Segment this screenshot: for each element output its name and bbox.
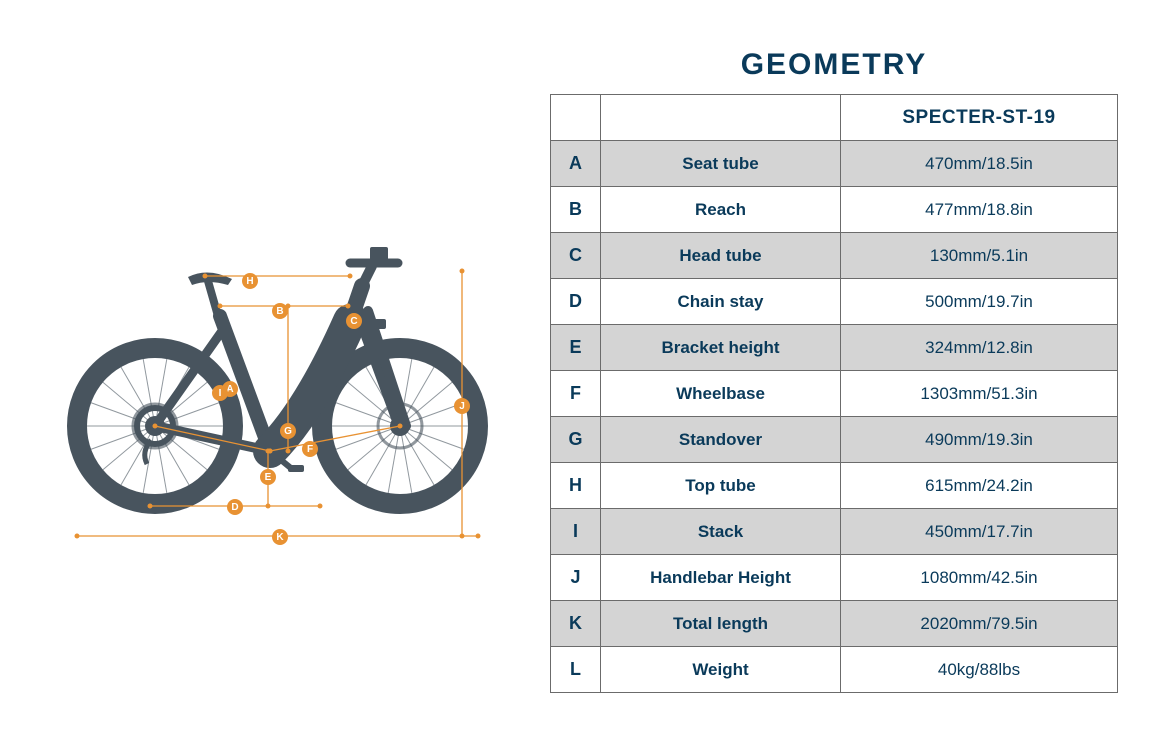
diagram-label-b: B (276, 306, 283, 317)
diagram-label-c: C (350, 316, 357, 327)
table-row: ASeat tube470mm/18.5in (551, 141, 1118, 187)
table-row: EBracket height324mm/12.8in (551, 325, 1118, 371)
diagram-label-d: D (231, 502, 238, 513)
row-letter: E (551, 325, 601, 371)
diagram-label-k: K (276, 532, 284, 543)
row-value: 2020mm/79.5in (841, 601, 1118, 647)
row-name: Standover (601, 417, 841, 463)
table-row: FWheelbase1303mm/51.3in (551, 371, 1118, 417)
row-value: 1080mm/42.5in (841, 555, 1118, 601)
row-name: Handlebar Height (601, 555, 841, 601)
row-name: Weight (601, 647, 841, 693)
col-name-header (601, 95, 841, 141)
row-letter: K (551, 601, 601, 647)
row-value: 324mm/12.8in (841, 325, 1118, 371)
row-name: Total length (601, 601, 841, 647)
row-letter: G (551, 417, 601, 463)
col-model-header: SPECTER-ST-19 (841, 95, 1118, 141)
diagram-label-i: I (219, 388, 222, 399)
table-header-row: SPECTER-ST-19 (551, 95, 1118, 141)
row-name: Top tube (601, 463, 841, 509)
table-row: IStack450mm/17.7in (551, 509, 1118, 555)
row-letter: B (551, 187, 601, 233)
row-value: 40kg/88lbs (841, 647, 1118, 693)
row-letter: L (551, 647, 601, 693)
diagram-label-f: F (307, 444, 313, 455)
table-row: GStandover490mm/19.3in (551, 417, 1118, 463)
row-value: 490mm/19.3in (841, 417, 1118, 463)
table-row: BReach477mm/18.8in (551, 187, 1118, 233)
table-row: LWeight40kg/88lbs (551, 647, 1118, 693)
row-value: 470mm/18.5in (841, 141, 1118, 187)
diagram-label-e: E (265, 472, 272, 483)
table-row: HTop tube615mm/24.2in (551, 463, 1118, 509)
row-value: 450mm/17.7in (841, 509, 1118, 555)
row-name: Reach (601, 187, 841, 233)
row-name: Wheelbase (601, 371, 841, 417)
diagram-label-h: H (246, 276, 253, 287)
table-row: CHead tube130mm/5.1in (551, 233, 1118, 279)
col-letter-header (551, 95, 601, 141)
section-title: GEOMETRY (550, 48, 1118, 82)
row-name: Head tube (601, 233, 841, 279)
row-letter: C (551, 233, 601, 279)
row-value: 615mm/24.2in (841, 463, 1118, 509)
geometry-table: SPECTER-ST-19 ASeat tube470mm/18.5inBRea… (550, 94, 1118, 693)
diagram-label-j: J (459, 401, 465, 412)
row-letter: A (551, 141, 601, 187)
table-row: KTotal length2020mm/79.5in (551, 601, 1118, 647)
row-value: 500mm/19.7in (841, 279, 1118, 325)
row-name: Bracket height (601, 325, 841, 371)
table-row: DChain stay500mm/19.7in (551, 279, 1118, 325)
row-letter: H (551, 463, 601, 509)
row-letter: F (551, 371, 601, 417)
row-letter: J (551, 555, 601, 601)
table-row: JHandlebar Height1080mm/42.5in (551, 555, 1118, 601)
row-name: Stack (601, 509, 841, 555)
bike-geometry-diagram: ABCDEFGHIJK (50, 181, 490, 561)
row-value: 130mm/5.1in (841, 233, 1118, 279)
row-value: 477mm/18.8in (841, 187, 1118, 233)
row-letter: I (551, 509, 601, 555)
row-value: 1303mm/51.3in (841, 371, 1118, 417)
row-name: Chain stay (601, 279, 841, 325)
diagram-label-g: G (284, 426, 292, 437)
row-name: Seat tube (601, 141, 841, 187)
row-letter: D (551, 279, 601, 325)
